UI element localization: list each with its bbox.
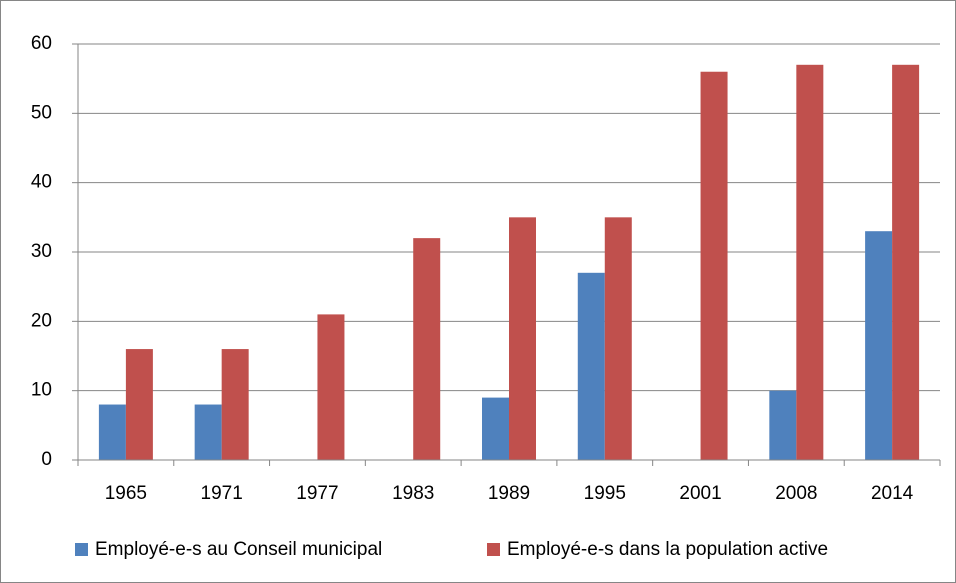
bar xyxy=(577,272,605,460)
x-tick-label: 1971 xyxy=(201,483,243,504)
bar xyxy=(865,231,893,460)
x-tick-label: 1965 xyxy=(105,483,147,504)
bar xyxy=(700,71,728,460)
y-tick-label: 0 xyxy=(41,449,52,470)
y-tick-label: 40 xyxy=(31,172,52,193)
bar xyxy=(413,238,441,460)
bar xyxy=(604,217,632,460)
legend-swatch xyxy=(75,543,88,556)
y-tick-label: 20 xyxy=(31,310,52,331)
x-tick-label: 1995 xyxy=(584,483,626,504)
x-tick-label: 1989 xyxy=(488,483,530,504)
x-tick-label: 1983 xyxy=(392,483,434,504)
bar xyxy=(317,314,345,460)
legend-swatch xyxy=(487,543,500,556)
y-tick-label: 30 xyxy=(31,241,52,262)
bar xyxy=(769,390,797,460)
bar xyxy=(796,64,824,461)
bar xyxy=(125,349,153,460)
bar xyxy=(194,404,222,460)
bar xyxy=(892,64,920,461)
legend-label: Employé-e-s au Conseil municipal xyxy=(95,539,382,560)
y-tick-label: 50 xyxy=(31,102,52,123)
x-tick-label: 2008 xyxy=(775,483,817,504)
x-tick-label: 2001 xyxy=(679,483,721,504)
x-tick-label: 1977 xyxy=(296,483,338,504)
bar xyxy=(98,404,126,460)
legend-label: Employé-e-s dans la population active xyxy=(507,539,828,560)
y-tick-label: 10 xyxy=(31,380,52,401)
y-tick-label: 60 xyxy=(31,33,52,54)
bar xyxy=(482,397,509,460)
bar xyxy=(509,217,536,460)
x-tick-label: 2014 xyxy=(871,483,914,504)
bar xyxy=(221,349,249,460)
